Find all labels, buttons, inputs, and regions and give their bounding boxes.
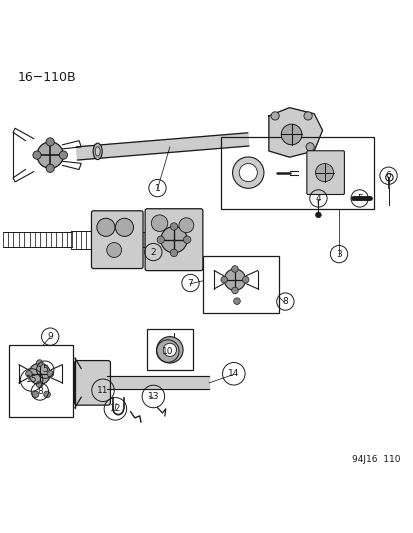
Bar	[9, 345, 73, 417]
Circle shape	[44, 391, 50, 398]
Circle shape	[280, 124, 301, 145]
FancyBboxPatch shape	[91, 211, 143, 269]
Text: 94J16  110: 94J16 110	[351, 455, 400, 464]
Text: 5: 5	[356, 194, 362, 203]
Circle shape	[170, 223, 177, 230]
Circle shape	[156, 337, 183, 363]
Circle shape	[33, 151, 41, 159]
FancyBboxPatch shape	[145, 209, 202, 271]
Circle shape	[233, 298, 240, 304]
Circle shape	[305, 143, 313, 151]
Text: 14: 14	[228, 369, 239, 378]
Circle shape	[46, 138, 54, 146]
Circle shape	[47, 370, 54, 377]
Circle shape	[315, 164, 333, 182]
Text: 15: 15	[26, 375, 37, 384]
Circle shape	[46, 164, 54, 172]
Circle shape	[151, 215, 167, 231]
Circle shape	[178, 218, 193, 233]
Text: 8: 8	[282, 297, 287, 306]
Text: 2: 2	[150, 247, 156, 256]
Text: 4: 4	[315, 194, 320, 203]
Circle shape	[270, 112, 278, 120]
Circle shape	[163, 343, 176, 357]
Circle shape	[107, 243, 121, 257]
Polygon shape	[76, 133, 248, 160]
Circle shape	[26, 370, 32, 377]
Polygon shape	[105, 232, 151, 247]
FancyBboxPatch shape	[74, 361, 110, 405]
Circle shape	[183, 236, 190, 244]
Circle shape	[36, 360, 43, 366]
Circle shape	[231, 265, 237, 272]
Text: 12: 12	[109, 405, 121, 414]
Circle shape	[157, 236, 164, 244]
Circle shape	[115, 218, 133, 236]
Text: 9: 9	[47, 332, 53, 341]
Text: 16−110B: 16−110B	[17, 70, 76, 84]
Text: 10: 10	[161, 346, 173, 356]
Text: 1: 1	[154, 183, 160, 192]
Bar	[221, 136, 373, 209]
Bar	[202, 256, 278, 313]
Text: 5: 5	[42, 365, 48, 374]
Text: 6: 6	[385, 171, 390, 180]
Circle shape	[32, 391, 39, 398]
Text: 8: 8	[37, 387, 43, 396]
Circle shape	[97, 218, 115, 236]
Circle shape	[170, 249, 177, 256]
Circle shape	[242, 277, 248, 283]
Polygon shape	[107, 376, 209, 390]
Text: 3: 3	[335, 249, 341, 259]
Bar	[147, 329, 192, 370]
Polygon shape	[268, 108, 322, 157]
Circle shape	[232, 157, 263, 188]
Text: 13: 13	[147, 392, 159, 401]
Circle shape	[36, 381, 43, 388]
Circle shape	[239, 164, 257, 182]
Text: 7: 7	[187, 279, 193, 287]
Circle shape	[160, 227, 187, 253]
Ellipse shape	[93, 143, 102, 160]
Circle shape	[224, 269, 245, 290]
Circle shape	[37, 142, 63, 168]
FancyBboxPatch shape	[306, 151, 344, 195]
Circle shape	[59, 151, 67, 159]
Circle shape	[315, 212, 320, 218]
Circle shape	[303, 112, 311, 120]
Text: 11: 11	[97, 386, 109, 395]
Ellipse shape	[95, 147, 100, 156]
Circle shape	[231, 287, 237, 294]
Circle shape	[221, 277, 227, 283]
Circle shape	[29, 363, 50, 384]
